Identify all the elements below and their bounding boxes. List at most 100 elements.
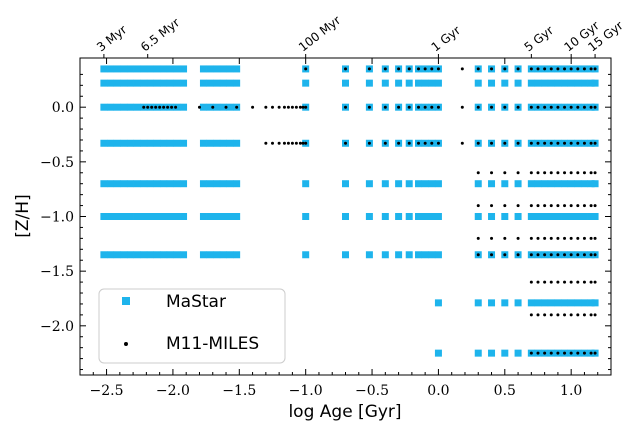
mastar-point [580, 213, 588, 220]
mastar-point [405, 251, 413, 259]
x-tick-label: 0.5 [494, 383, 516, 399]
mastar-point [199, 103, 207, 111]
m11-miles-point [476, 141, 480, 145]
top-age-label: 100 Myr [296, 13, 343, 54]
m11-miles-point [589, 67, 593, 71]
mastar-point [434, 79, 442, 87]
m11-miles-point [490, 141, 494, 145]
mastar-point [120, 65, 128, 73]
m11-miles-point [344, 141, 347, 145]
mastar-point [173, 139, 181, 147]
m11-miles-point [476, 171, 480, 175]
mastar-point [100, 251, 108, 259]
mastar-point [219, 65, 227, 73]
m11-miles-point [556, 171, 560, 175]
m11-miles-point [593, 253, 597, 257]
mastar-point [580, 299, 588, 307]
m11-miles-point [503, 253, 507, 257]
mastar-point [554, 213, 562, 220]
mastar-point [140, 213, 148, 220]
mastar-point [527, 79, 535, 87]
m11-miles-point [563, 253, 567, 257]
mastar-point [226, 79, 234, 87]
mastar-point [140, 79, 148, 87]
mastar-point [199, 79, 207, 87]
m11-miles-point [536, 313, 540, 317]
mastar-point [100, 213, 108, 220]
m11-miles-point [270, 105, 274, 109]
m11-miles-point [344, 67, 347, 71]
m11-miles-point [150, 105, 154, 109]
mastar-point [488, 299, 496, 307]
m11-miles-point [270, 141, 274, 145]
mastar-point [365, 79, 373, 87]
m11-miles-point [549, 253, 553, 257]
mastar-point [514, 299, 522, 307]
mastar-point [421, 79, 429, 87]
mastar-point [474, 180, 482, 188]
m11-miles-point [423, 67, 427, 71]
m11-miles-point [282, 105, 286, 109]
mastar-point [153, 180, 161, 188]
m11-miles-point [543, 236, 547, 240]
legend: MaStar M11-MILES [98, 288, 286, 364]
mastar-point [100, 139, 108, 147]
m11-miles-point [490, 253, 494, 257]
mastar-point [587, 180, 595, 188]
mastar-point [100, 180, 108, 188]
m11-miles-point [536, 236, 540, 240]
mastar-point [567, 299, 575, 307]
mastar-point [206, 251, 214, 259]
m11-miles-point [582, 171, 586, 175]
m11-miles-point [563, 313, 567, 317]
m11-miles-point [536, 67, 540, 71]
m11-miles-point [529, 280, 533, 284]
m11-miles-point [529, 204, 533, 208]
mastar-point [213, 213, 221, 220]
mastar-point [219, 139, 227, 147]
mastar-point [547, 180, 555, 188]
m11-miles-point [563, 351, 567, 355]
m11-miles-point [576, 280, 580, 284]
mastar-point [547, 213, 555, 220]
mastar-point [146, 65, 154, 73]
legend-box [98, 288, 286, 364]
x-tick-label: −0.5 [355, 383, 389, 399]
m11-miles-point [490, 171, 494, 175]
mastar-point [180, 251, 188, 259]
m11-miles-point [516, 141, 520, 145]
mastar-point [100, 103, 108, 111]
m11-miles-point [549, 171, 553, 175]
y-tick-label: 0.0 [52, 100, 74, 116]
mastar-point [173, 213, 181, 220]
m11-miles-point [476, 67, 480, 71]
m11-miles-point [383, 105, 387, 109]
mastar-point [501, 180, 509, 188]
mastar-point [180, 65, 188, 73]
mastar-point [434, 213, 442, 220]
mastar-point [133, 65, 141, 73]
m11-miles-point [543, 67, 547, 71]
mastar-point [514, 213, 522, 220]
m11-miles-point [516, 204, 520, 208]
mastar-point [527, 213, 535, 220]
mastar-point [206, 65, 214, 73]
m11-miles-point [543, 351, 547, 355]
mastar-point [126, 251, 134, 259]
m11-miles-point [436, 141, 440, 145]
mastar-point [428, 251, 436, 259]
m11-miles-point [589, 105, 593, 109]
m11-miles-point [516, 105, 520, 109]
mastar-point [140, 139, 148, 147]
m11-miles-point [397, 141, 401, 145]
m11-miles-point [569, 236, 573, 240]
mastar-point [501, 213, 509, 220]
m11-miles-point [529, 67, 533, 71]
mastar-point [405, 180, 413, 188]
m11-miles-point [582, 280, 586, 284]
m11-miles-point [503, 67, 507, 71]
mastar-point [219, 79, 227, 87]
mastar-point [146, 251, 154, 259]
mastar-point [302, 180, 310, 188]
m11-miles-point [569, 105, 573, 109]
